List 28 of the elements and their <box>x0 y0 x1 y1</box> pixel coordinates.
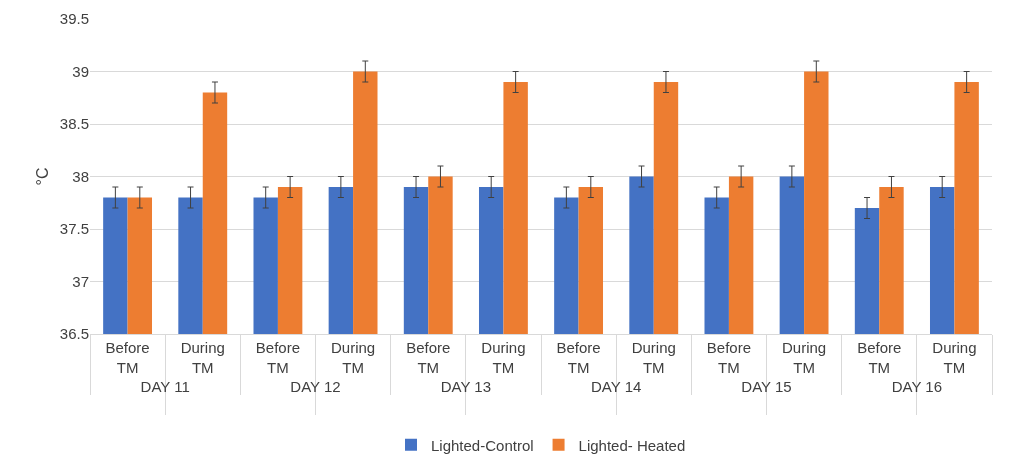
x-tick-label: During TM <box>330 339 376 376</box>
x-tick-label: During TM <box>781 339 827 376</box>
x-tick-label: During TM <box>932 339 977 376</box>
y-tick-label: 37.5 <box>59 220 89 238</box>
text: DAY 14 <box>591 377 642 395</box>
legend-label: Lighted- Heated <box>578 436 686 454</box>
text: DAY 13 <box>440 377 491 395</box>
x-tick-label: During TM <box>481 339 526 376</box>
y-tick-label: 38.5 <box>59 115 89 133</box>
x-tick-label: During TM <box>180 339 225 376</box>
x-tick-label: Before TM <box>556 339 601 376</box>
y-tick-label: 37 <box>72 272 89 290</box>
legend-label: Lighted-Control <box>431 436 534 454</box>
y-tick-label: 39.5 <box>59 10 89 28</box>
y-tick-label: 36.5 <box>59 325 89 343</box>
y-tick-label: 39 <box>72 62 89 80</box>
y-axis-title: °C <box>34 167 51 186</box>
y-tick-label: 38 <box>72 167 89 185</box>
x-tick-label: Before TM <box>406 339 451 376</box>
x-tick-label: Before TM <box>706 339 752 376</box>
text: DAY 15 <box>741 377 792 395</box>
text: DAY 16 <box>891 377 942 395</box>
text: DAY 12 <box>290 377 341 395</box>
x-tick-label: Before TM <box>857 339 902 376</box>
x-tick-label: During TM <box>631 339 676 376</box>
x-tick-label: Before TM <box>105 339 150 376</box>
x-tick-label: Before TM <box>255 339 301 376</box>
text: DAY 11 <box>140 377 190 395</box>
